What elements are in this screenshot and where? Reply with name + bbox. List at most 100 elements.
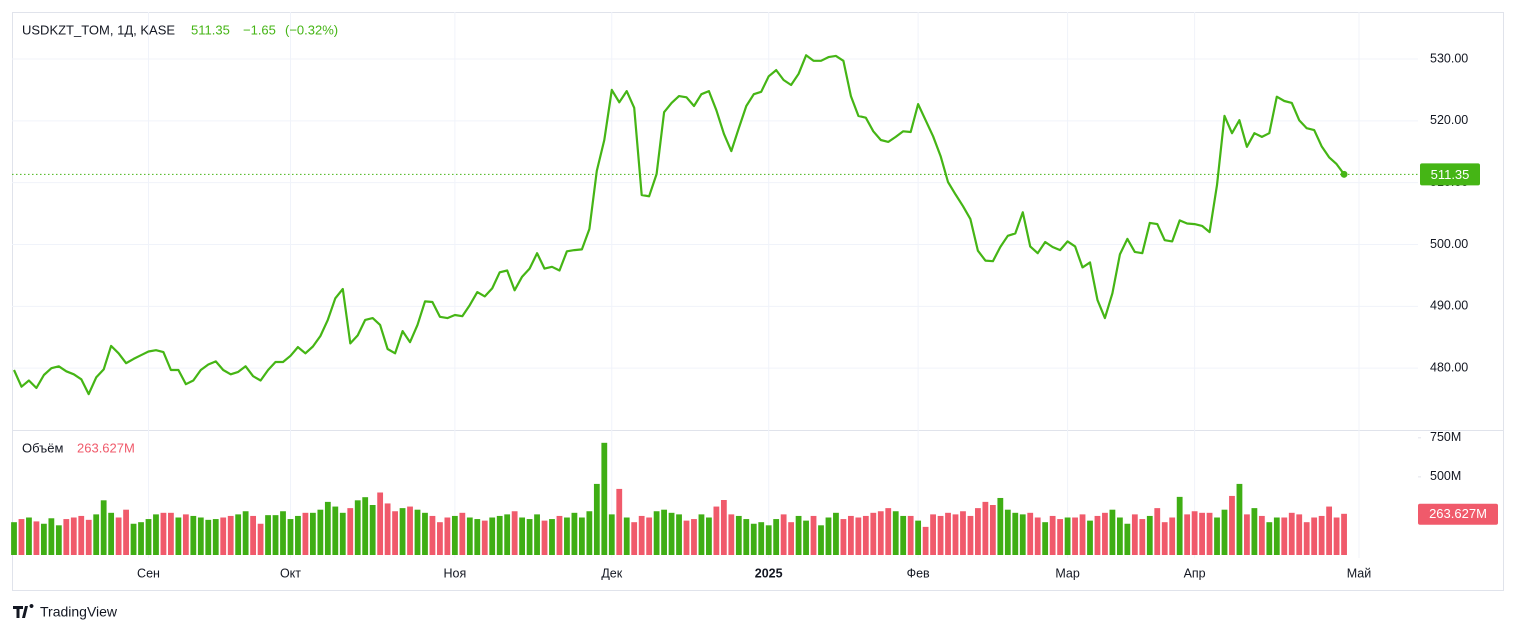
y-tick-label: 500.00 <box>1430 237 1468 251</box>
volume-bar <box>1057 519 1064 555</box>
volume-bar <box>765 525 772 555</box>
volume-bar <box>123 509 129 555</box>
volume-bar <box>534 514 540 555</box>
volume-bar <box>862 515 869 555</box>
chart-title: USDKZT_TOM, 1Д, KASE <box>22 22 175 37</box>
volume-bar <box>1191 511 1198 555</box>
volume-bar <box>907 515 914 555</box>
volume-bar <box>818 525 824 555</box>
volume-bar <box>975 508 981 555</box>
volume-bar <box>1124 523 1131 555</box>
volume-bar <box>668 512 675 555</box>
volume-bar <box>115 517 122 555</box>
volume-bar <box>1176 496 1183 555</box>
volume-bar <box>1109 509 1116 555</box>
volume-bar <box>646 517 653 555</box>
volume-bar <box>937 515 944 555</box>
volume-bar <box>182 514 189 555</box>
volume-bar <box>1311 517 1318 555</box>
logo: TradingView <box>13 604 118 620</box>
last-price-dot <box>1340 170 1348 178</box>
volume-tick-label: 500M <box>1430 469 1461 483</box>
volume-bar <box>496 515 503 555</box>
volume-bar <box>578 517 585 555</box>
volume-bar <box>997 497 1004 555</box>
volume-bar <box>608 514 615 555</box>
volume-bar <box>915 520 922 555</box>
volume-bar <box>691 519 697 555</box>
volume-bar <box>392 511 398 555</box>
volume-bar <box>1296 514 1303 555</box>
volume-bar <box>317 509 324 555</box>
volume-bar <box>257 523 264 555</box>
x-tick-label: Фев <box>907 566 930 580</box>
volume-bar <box>145 519 152 555</box>
y-tick-label: 520.00 <box>1430 113 1468 127</box>
volume-bar <box>489 517 496 555</box>
volume-bar <box>571 512 578 555</box>
volume-value-label: 263.627M <box>1429 506 1487 521</box>
volume-bar <box>1019 514 1026 555</box>
volume-bar <box>422 512 428 555</box>
volume-bar <box>631 522 638 555</box>
volume-bar <box>466 517 473 555</box>
volume-bar <box>1042 522 1049 555</box>
last-price-box <box>1420 163 1480 186</box>
x-tick-label: Дек <box>601 566 622 580</box>
volume-bar <box>33 521 40 555</box>
price-change-percent: (−0.32%) <box>285 22 338 37</box>
labels: Сен Окт Ноя Дек 2025 Фев Мар Апр Май 480.00 490.00… <box>137 51 1498 580</box>
volume-bar <box>870 512 877 555</box>
volume-bar <box>706 517 712 555</box>
volume-bar <box>549 519 555 555</box>
volume-bar <box>1281 517 1288 555</box>
volume-bar <box>922 526 929 555</box>
price-line <box>12 54 1345 396</box>
grid <box>12 12 1421 558</box>
volume-bar <box>1049 515 1056 555</box>
volume-bar <box>481 520 488 555</box>
volume-bar <box>855 517 862 555</box>
volume-bar <box>1064 517 1071 555</box>
volume-bar <box>138 522 144 555</box>
volume-bar <box>1341 513 1347 555</box>
volume-bar <box>272 515 279 555</box>
volume-bar <box>810 515 817 555</box>
volume-bar <box>526 519 533 555</box>
volume-bar <box>1131 514 1138 555</box>
volume-bar <box>1139 519 1146 555</box>
x-tick-label: Окт <box>280 566 301 580</box>
volume-bar <box>1236 483 1243 555</box>
volume-bar <box>945 512 951 555</box>
volume-bar <box>175 517 182 555</box>
volume-bar <box>1034 517 1041 555</box>
x-tick-label: Май <box>1347 566 1372 580</box>
volume-bar <box>1206 512 1213 555</box>
brand: TradingView <box>40 604 118 620</box>
volume-bar <box>190 515 197 555</box>
volume-bar <box>1273 517 1280 555</box>
volume-bar <box>735 515 742 555</box>
volume-bar <box>1221 509 1228 555</box>
x-tick-label: Сен <box>137 566 160 580</box>
volume-bar <box>556 515 563 555</box>
volume-bar <box>205 519 212 555</box>
volume-bar <box>302 512 309 555</box>
volume-bar <box>1214 517 1220 555</box>
volume-bar <box>339 512 346 555</box>
volume-bar <box>1333 517 1340 555</box>
volume-bar <box>309 512 316 555</box>
volume-title: Объём <box>22 440 63 455</box>
volume-bar <box>511 511 518 555</box>
volume-bar <box>788 522 795 555</box>
volume-bar <box>11 522 17 555</box>
volume-bar <box>108 512 115 555</box>
volume-bar <box>601 442 608 555</box>
volume-bar <box>130 523 137 555</box>
volume-bar <box>952 514 959 555</box>
volume-bar <box>564 517 570 555</box>
volume-bar <box>795 515 802 555</box>
volume-bar <box>377 492 384 555</box>
volume-bar <box>676 514 682 555</box>
chart-frame <box>12 12 1504 591</box>
